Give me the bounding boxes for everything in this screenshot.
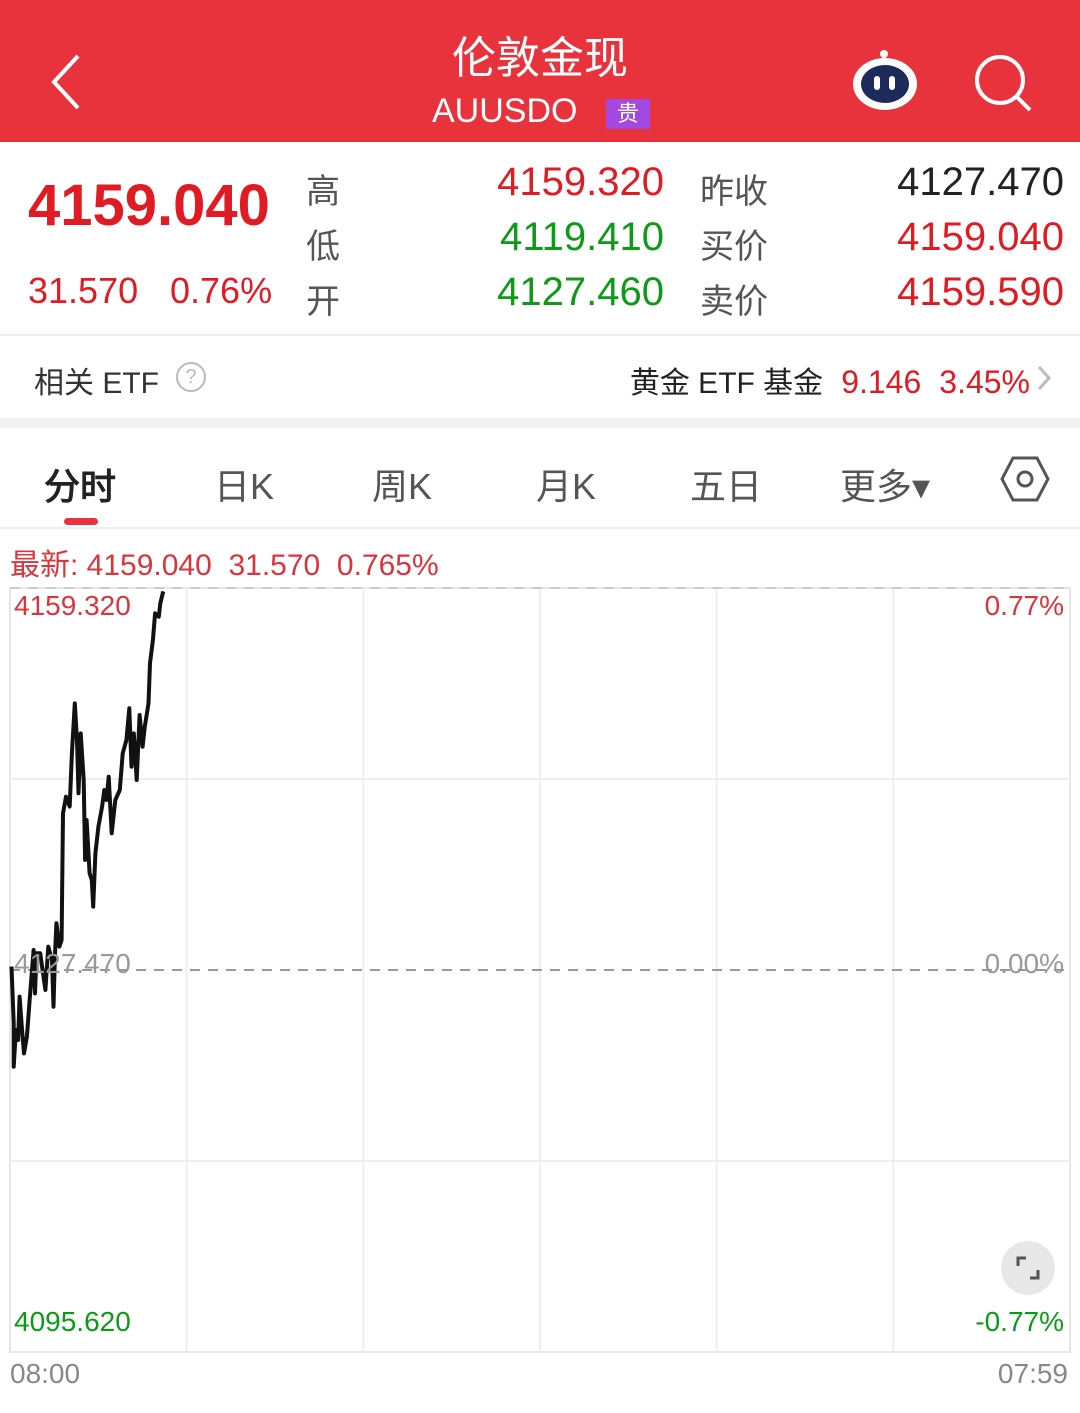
robot-assistant-icon[interactable] <box>850 46 920 112</box>
ask-value: 4159.590 <box>897 270 1064 314</box>
chevron-right-icon <box>1037 365 1052 391</box>
y-label-ref: 4127.470 <box>14 948 131 979</box>
low-value: 4119.410 <box>500 215 664 259</box>
category-badge: 贵 <box>606 99 650 129</box>
x-label-start: 08:00 <box>10 1358 81 1389</box>
hexagon-settings-icon[interactable] <box>1000 454 1050 504</box>
open-label: 开 <box>306 283 340 321</box>
tab-more[interactable]: 更多▾ <box>840 466 931 507</box>
price-line <box>9 590 166 1069</box>
y-pct-high: 0.77% <box>984 590 1064 621</box>
x-label-end: 07:59 <box>997 1358 1068 1389</box>
bid-label: 买价 <box>700 228 768 266</box>
tab-five-day[interactable]: 五日 <box>690 466 763 507</box>
search-icon[interactable] <box>972 52 1034 114</box>
tab-weekly-k[interactable]: 周K <box>372 466 433 507</box>
divider <box>0 334 1080 336</box>
etf-label: 相关 ETF <box>34 367 159 400</box>
fullscreen-toggle-icon[interactable] <box>1000 1240 1056 1296</box>
active-tab-indicator <box>64 518 98 525</box>
high-label: 高 <box>306 173 340 211</box>
high-value: 4159.320 <box>497 160 664 204</box>
bid-value: 4159.040 <box>897 215 1064 259</box>
y-label-high: 4159.320 <box>14 590 131 621</box>
tab-intraday[interactable]: 分时 <box>44 466 117 507</box>
intraday-chart[interactable] <box>0 580 1080 1413</box>
page-title: 伦敦金现 <box>452 34 628 83</box>
etf-percent: 3.45% <box>939 364 1030 400</box>
etf-name: 黄金 ETF 基金 <box>629 367 824 400</box>
divider <box>0 527 1080 529</box>
symbol-code: AUUSDO <box>432 92 578 130</box>
back-chevron-icon[interactable] <box>48 52 84 112</box>
section-gap <box>0 418 1080 428</box>
latest-info-line: 最新: 4159.040 31.570 0.765% <box>10 549 439 582</box>
change-percent: 0.76% <box>170 270 273 311</box>
prev-close-value: 4127.470 <box>897 160 1064 204</box>
top-bar: 伦敦金现 AUUSDO 贵 <box>0 0 1080 142</box>
y-pct-ref: 0.00% <box>984 948 1064 979</box>
question-circle-icon[interactable]: ? <box>176 362 206 392</box>
etf-fund-group: 黄金 ETF 基金 9.146 3.45% <box>630 358 1030 402</box>
last-price: 4159.040 <box>28 173 270 238</box>
tab-monthly-k[interactable]: 月K <box>536 466 597 507</box>
y-pct-low: -0.77% <box>975 1306 1064 1337</box>
related-etf-row[interactable]: 相关 ETF ? 黄金 ETF 基金 9.146 3.45% <box>0 336 1080 418</box>
etf-price: 9.146 <box>841 364 922 400</box>
y-label-low: 4095.620 <box>14 1306 131 1337</box>
prev-close-label: 昨收 <box>700 173 768 211</box>
low-label: 低 <box>306 228 340 266</box>
change-value: 31.570 <box>28 270 139 311</box>
ask-label: 卖价 <box>700 283 768 321</box>
tab-daily-k[interactable]: 日K <box>214 466 275 507</box>
open-value: 4127.460 <box>497 270 664 314</box>
